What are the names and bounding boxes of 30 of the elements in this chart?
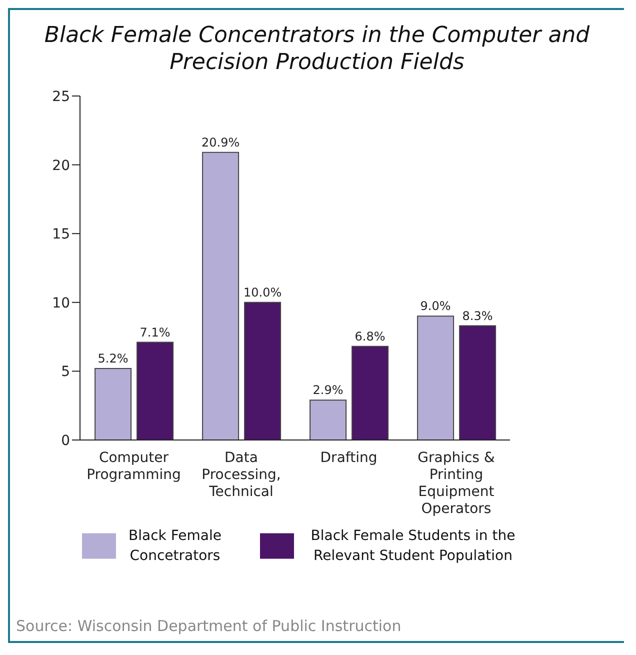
data-label: 9.0%	[420, 299, 451, 314]
data-label: 10.0%	[243, 285, 282, 300]
bar	[352, 346, 389, 440]
chart-title: Black Female Concentrators in the Computer and Precision Production Fields	[43, 22, 591, 76]
legend-label: Black Female Concetrators	[128, 527, 222, 566]
bar	[417, 316, 454, 440]
data-label: 5.2%	[98, 351, 128, 366]
y-tick-label: 25	[52, 88, 70, 105]
bar	[310, 400, 347, 440]
bar	[94, 368, 132, 440]
y-tick-label: 20	[52, 158, 70, 174]
y-tick-label: 0	[61, 432, 70, 449]
bar	[244, 302, 282, 440]
y-tick-label: 5	[61, 364, 70, 380]
bar	[202, 152, 240, 440]
bar	[459, 325, 496, 440]
data-label: 20.9%	[201, 135, 240, 150]
y-tick-label: 10	[52, 295, 70, 312]
bar	[136, 342, 174, 440]
data-label: 6.8%	[354, 329, 386, 344]
x-tick-label: Data Processing, Technical	[202, 450, 281, 500]
legend-label: Black Female Students in the Relevant Student Population	[310, 527, 516, 566]
source-note: Source: Wisconsin Department of Public Instruction	[16, 617, 402, 635]
x-tick-label: Drafting	[320, 450, 378, 466]
data-label: 2.9%	[312, 383, 344, 398]
x-tick-label: Graphics & Printing Equipment Operators	[418, 450, 495, 517]
data-label: 7.1%	[140, 325, 170, 340]
data-label: 8.3%	[462, 308, 493, 323]
y-tick-label: 15	[52, 226, 70, 243]
x-tick-label: Computer Programming	[86, 450, 181, 483]
